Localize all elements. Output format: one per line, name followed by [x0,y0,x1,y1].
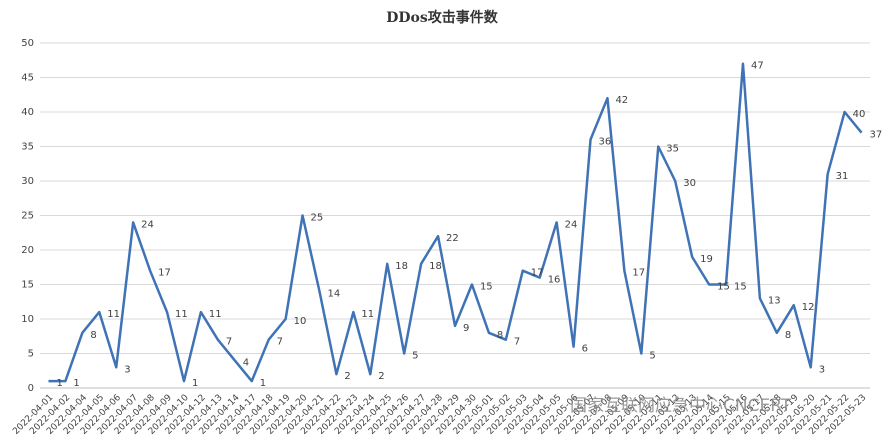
data-label: 40 [853,109,866,120]
data-label: 9 [463,323,469,334]
data-label: 14 [327,288,340,299]
y-tick-label: 5 [28,349,34,360]
data-label: 31 [836,171,849,182]
data-label: 17 [531,268,544,279]
y-tick-label: 40 [21,107,34,118]
data-label: 47 [751,61,764,72]
data-label: 10 [294,316,307,327]
data-label: 15 [480,282,493,293]
data-label: 5 [412,351,418,362]
line [48,62,863,383]
data-label: 2 [344,371,350,382]
data-label: 15 [734,282,747,293]
y-tick-label: 50 [21,38,34,49]
y-tick-label: 35 [21,142,34,153]
watermark: 国家互联网应急中心CNCERT [570,396,792,416]
data-label: 22 [446,233,459,244]
data-label: 37 [870,130,883,141]
data-label: 7 [226,337,232,348]
data-label: 5 [649,351,655,362]
data-label: 11 [175,309,188,320]
data-label: 1 [73,378,79,389]
data-label: 11 [209,309,222,320]
data-label: 8 [90,330,96,341]
data-label: 1 [56,378,62,389]
data-label: 6 [582,344,588,355]
data-label: 2 [378,371,384,382]
data-label: 24 [565,219,578,230]
data-label: 36 [599,137,612,148]
data-label: 13 [768,295,781,306]
data-label: 18 [429,261,442,272]
y-tick-label: 15 [21,280,34,291]
data-label: 11 [107,309,120,320]
data-label: 42 [615,95,628,106]
data-label: 30 [683,178,696,189]
data-label: 24 [141,219,154,230]
data-label: 18 [395,261,408,272]
y-tick-label: 20 [21,245,34,256]
data-label: 8 [497,330,503,341]
data-label: 7 [277,337,283,348]
y-tick-label: 45 [21,73,34,84]
data-label: 35 [666,144,679,155]
data-label: 16 [548,275,561,286]
data-label: 15 [717,282,730,293]
data-label: 3 [124,364,130,375]
data-label: 3 [819,364,825,375]
chart-title: DDos攻击事件数 [386,9,499,26]
data-label: 17 [158,268,171,279]
data-label: 4 [243,357,249,368]
y-tick-label: 25 [21,211,34,222]
data-label: 25 [311,213,324,224]
data-label: 11 [361,309,374,320]
data-label: 1 [260,378,266,389]
y-tick-label: 30 [21,176,34,187]
data-label: 7 [514,337,520,348]
data-label: 8 [785,330,791,341]
data-label: 19 [700,254,713,265]
y-tick-label: 0 [28,383,34,394]
data-label: 1 [192,378,198,389]
data-label: 12 [802,302,815,313]
data-label: 17 [632,268,645,279]
y-tick-label: 10 [21,314,34,325]
